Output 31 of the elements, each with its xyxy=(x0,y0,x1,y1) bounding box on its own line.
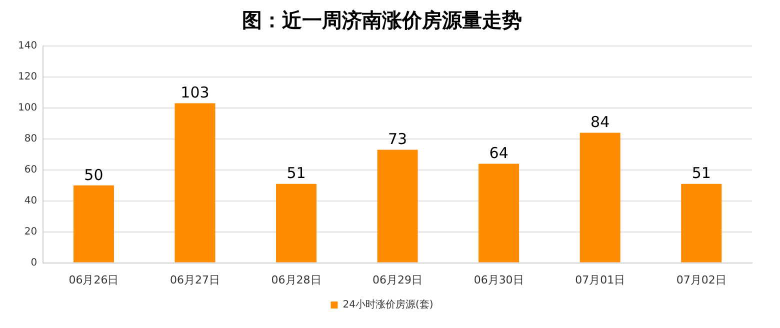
y-tick-label: 140 xyxy=(18,40,38,52)
x-tick-label: 07月01日 xyxy=(575,273,626,286)
y-tick-label: 100 xyxy=(18,102,38,114)
chart-title: 图：近一周济南涨价房源量走势 xyxy=(242,8,522,32)
bar xyxy=(478,164,520,262)
x-tick-label: 06月29日 xyxy=(372,273,423,286)
y-tick-label: 40 xyxy=(24,195,38,206)
x-tick-label: 07月02日 xyxy=(676,273,726,286)
data-label: 84 xyxy=(590,113,610,132)
bar xyxy=(681,184,722,262)
data-label: 50 xyxy=(84,166,104,184)
x-tick-label: 06月30日 xyxy=(474,273,524,286)
bar xyxy=(276,184,317,262)
bar xyxy=(174,103,216,262)
data-label: 73 xyxy=(388,130,408,148)
data-label: 103 xyxy=(180,84,210,102)
y-tick-label: 20 xyxy=(24,226,38,238)
data-label: 51 xyxy=(692,164,711,182)
bar xyxy=(580,132,620,262)
y-tick-label: 0 xyxy=(30,257,38,268)
legend-label: 24小时涨价房源(套) xyxy=(342,298,434,311)
y-tick-label: 60 xyxy=(24,164,38,176)
x-tick-label: 06月26日 xyxy=(68,273,119,286)
y-tick-label: 80 xyxy=(24,134,38,145)
bar xyxy=(73,185,114,262)
data-label: 64 xyxy=(489,144,508,162)
y-tick-label: 120 xyxy=(18,72,38,83)
x-tick-label: 06月28日 xyxy=(271,273,322,286)
x-tick-label: 06月27日 xyxy=(170,273,220,286)
bar xyxy=(377,150,418,262)
data-label: 51 xyxy=(286,164,306,182)
